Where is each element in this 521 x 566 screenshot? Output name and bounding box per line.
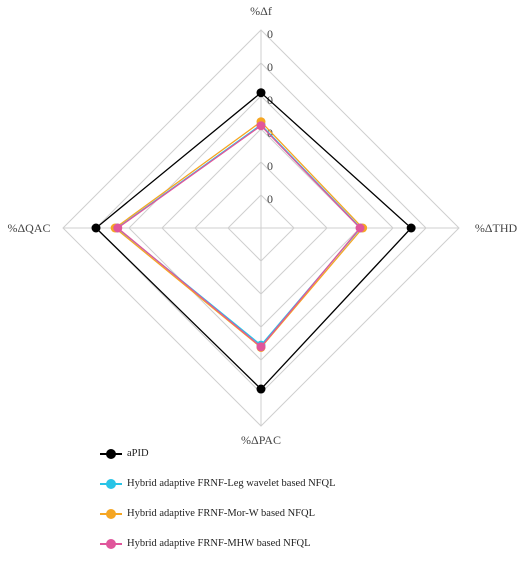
axis-label: %ΔQAC xyxy=(7,221,50,235)
axis-label: %Δf xyxy=(250,4,272,18)
data-point-apid xyxy=(91,223,101,233)
data-point-apid xyxy=(406,223,416,233)
data-point-hybrid-adaptive-frnf-mhw-based-nfql xyxy=(256,342,266,352)
legend-swatch-mor-w xyxy=(100,508,122,520)
tick-label: 0 xyxy=(267,126,273,140)
legend-swatch-apid xyxy=(100,448,122,460)
tick-label: 0 xyxy=(267,192,273,206)
radar-series xyxy=(91,88,416,394)
legend-dot-mhw xyxy=(106,539,116,549)
legend-swatch-mhw xyxy=(100,538,122,550)
series-line-apid xyxy=(95,91,413,390)
legend-label-leg-wavelet: Hybrid adaptive FRNF-Leg wavelet based N… xyxy=(127,478,336,489)
data-point-hybrid-adaptive-frnf-mhw-based-nfql xyxy=(256,121,266,131)
axis-label: %ΔTHD xyxy=(475,221,518,235)
data-point-hybrid-adaptive-frnf-mhw-based-nfql xyxy=(355,223,365,233)
legend-label-apid: aPID xyxy=(127,448,149,459)
legend-label-mor-w: Hybrid adaptive FRNF-Mor-W based NFQL xyxy=(127,508,315,519)
legend-item-leg-wavelet: Hybrid adaptive FRNF-Leg wavelet based N… xyxy=(100,476,500,506)
axis-label: %ΔPAC xyxy=(241,433,281,447)
legend: aPID Hybrid adaptive FRNF-Leg wavelet ba… xyxy=(100,446,500,566)
data-point-apid xyxy=(256,384,266,394)
series-line-hybrid-adaptive-frnf-mor-w-based-nfql xyxy=(114,120,364,349)
tick-label: 0 xyxy=(267,159,273,173)
legend-swatch-leg-wavelet xyxy=(100,478,122,490)
legend-dot-leg-wavelet xyxy=(106,479,116,489)
legend-dot-apid xyxy=(106,449,116,459)
tick-label: 0 xyxy=(267,60,273,74)
radar-axis-labels: %Δf %ΔTHD %ΔPAC %ΔQAC xyxy=(7,4,517,447)
legend-dot-mor-w xyxy=(106,509,116,519)
legend-item-mor-w: Hybrid adaptive FRNF-Mor-W based NFQL xyxy=(100,506,500,536)
tick-label: 0 xyxy=(267,27,273,41)
data-point-hybrid-adaptive-frnf-mhw-based-nfql xyxy=(113,223,123,233)
legend-item-mhw: Hybrid adaptive FRNF-MHW based NFQL xyxy=(100,536,500,566)
legend-label-mhw: Hybrid adaptive FRNF-MHW based NFQL xyxy=(127,538,311,549)
legend-item-apid: aPID xyxy=(100,446,500,476)
series-line-hybrid-adaptive-frnf-leg-wavelet-based-nfql xyxy=(116,123,362,347)
data-point-apid xyxy=(256,88,266,98)
